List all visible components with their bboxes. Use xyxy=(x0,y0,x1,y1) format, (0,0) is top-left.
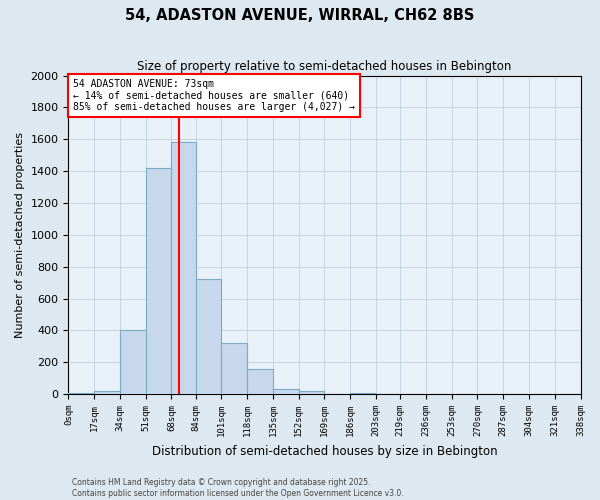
X-axis label: Distribution of semi-detached houses by size in Bebington: Distribution of semi-detached houses by … xyxy=(152,444,497,458)
Text: Contains HM Land Registry data © Crown copyright and database right 2025.
Contai: Contains HM Land Registry data © Crown c… xyxy=(72,478,404,498)
Bar xyxy=(146,168,172,394)
Bar xyxy=(94,391,120,394)
Text: 54 ADASTON AVENUE: 73sqm
← 14% of semi-detached houses are smaller (640)
85% of : 54 ADASTON AVENUE: 73sqm ← 14% of semi-d… xyxy=(73,78,355,112)
Text: 54, ADASTON AVENUE, WIRRAL, CH62 8BS: 54, ADASTON AVENUE, WIRRAL, CH62 8BS xyxy=(125,8,475,22)
Bar xyxy=(247,368,273,394)
Bar xyxy=(172,142,196,394)
Y-axis label: Number of semi-detached properties: Number of semi-detached properties xyxy=(15,132,25,338)
Bar xyxy=(299,391,325,394)
Bar xyxy=(196,280,221,394)
Title: Size of property relative to semi-detached houses in Bebington: Size of property relative to semi-detach… xyxy=(137,60,512,73)
Bar xyxy=(221,343,247,394)
Bar xyxy=(273,390,299,394)
Bar xyxy=(120,330,146,394)
